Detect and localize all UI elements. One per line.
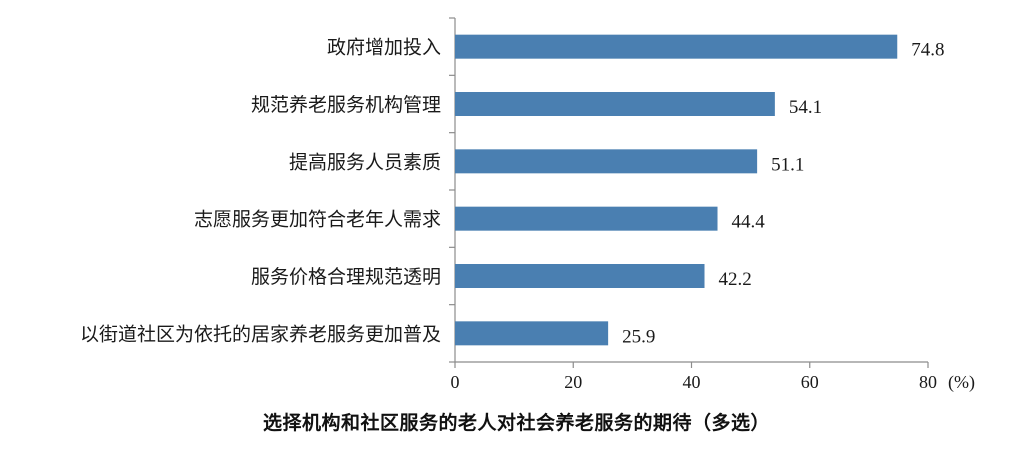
bar [455, 321, 609, 346]
value-label: 74.8 [911, 40, 944, 61]
x-tick-label: 80 [919, 372, 937, 392]
value-label: 42.2 [719, 269, 752, 290]
bar-chart: 0 20 40 60 80 (%) 政府增加投入 74.8 规范养老服务机构管理 54.1 提高服务… [80, 17, 975, 393]
x-tick-label: 0 [451, 372, 460, 392]
bars [455, 34, 898, 346]
bar [455, 92, 775, 116]
x-tick-label: 20 [564, 372, 582, 392]
value-label: 44.4 [732, 212, 766, 233]
bar [455, 34, 898, 59]
category-label: 提高服务人员素质 [289, 151, 441, 173]
value-label: 25.9 [622, 326, 655, 347]
labels: 0 20 40 60 80 (%) 政府增加投入 74.8 规范养老服务机构管理 54.1 提高服务… [80, 37, 975, 393]
category-label: 政府增加投入 [327, 37, 441, 59]
category-label: 以街道社区为依托的居家养老服务更加普及 [80, 323, 441, 345]
axes [449, 17, 929, 368]
x-axis-unit: (%) [948, 372, 975, 393]
category-label: 服务价格合理规范透明 [251, 266, 441, 288]
bar [455, 206, 718, 231]
bar [455, 264, 705, 288]
value-label: 54.1 [789, 97, 822, 118]
x-tick-label: 40 [683, 372, 701, 392]
category-label: 志愿服务更加符合老年人需求 [194, 209, 441, 231]
value-label: 51.1 [771, 154, 804, 175]
bar [455, 149, 758, 174]
x-tick-label: 60 [801, 372, 819, 392]
chart-title: 选择机构和社区服务的老人对社会养老服务的期待（多选） [262, 412, 770, 434]
category-label: 规范养老服务机构管理 [251, 94, 441, 116]
